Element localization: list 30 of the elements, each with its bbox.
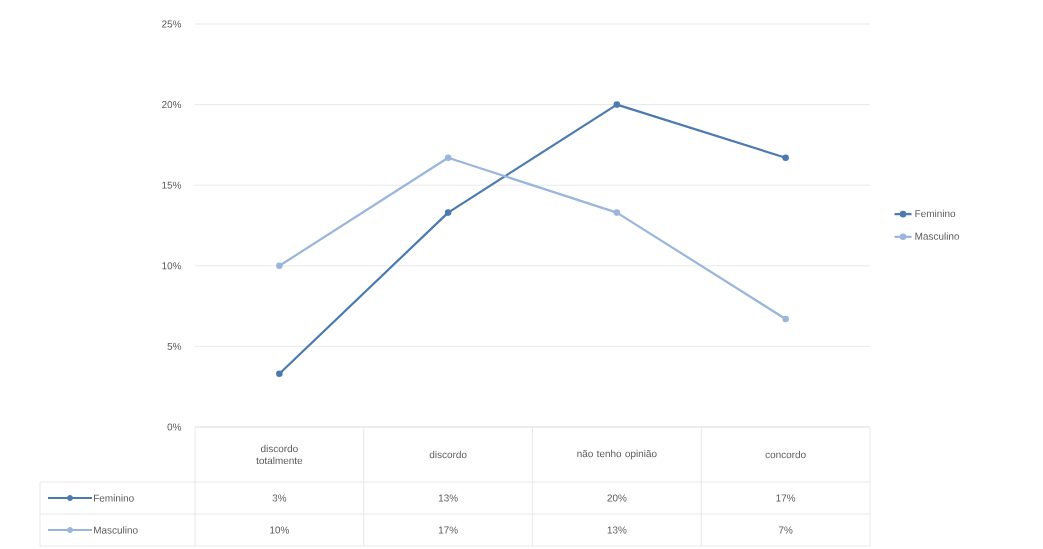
x-tick-label: não tenho opinião [577, 449, 657, 460]
y-tick-label: 10% [162, 262, 182, 270]
legend-label: Feminino [915, 209, 956, 218]
point [444, 209, 452, 216]
data-label: 10% [270, 526, 289, 534]
y-tick-label: 20% [162, 101, 182, 109]
data-label: 20% [607, 494, 627, 502]
data-label: 17% [438, 526, 458, 534]
point [276, 262, 283, 270]
y-tick-label: 5% [167, 342, 182, 350]
x-tick-label: discordo totalmente [256, 444, 303, 465]
y-tick-label: 15% [162, 181, 182, 189]
point [444, 154, 452, 162]
point [613, 101, 621, 108]
legend-label: Masculino [915, 232, 960, 240]
point [782, 154, 789, 162]
data-label: 17% [776, 494, 796, 502]
data-label: 3% [272, 494, 287, 502]
x-tick-label: discordo [429, 450, 467, 459]
data-label: 13% [607, 526, 627, 534]
point [782, 315, 789, 323]
data-label: 13% [438, 494, 458, 502]
y-tick-label: 0% [167, 423, 182, 431]
text: Feminino [94, 494, 134, 502]
data-label: 7% [778, 526, 793, 534]
x-tick-label: concordo [765, 450, 806, 459]
point [613, 209, 621, 216]
text: Masculino [94, 526, 138, 534]
point [276, 370, 283, 378]
y-tick-label: 25% [162, 20, 182, 28]
